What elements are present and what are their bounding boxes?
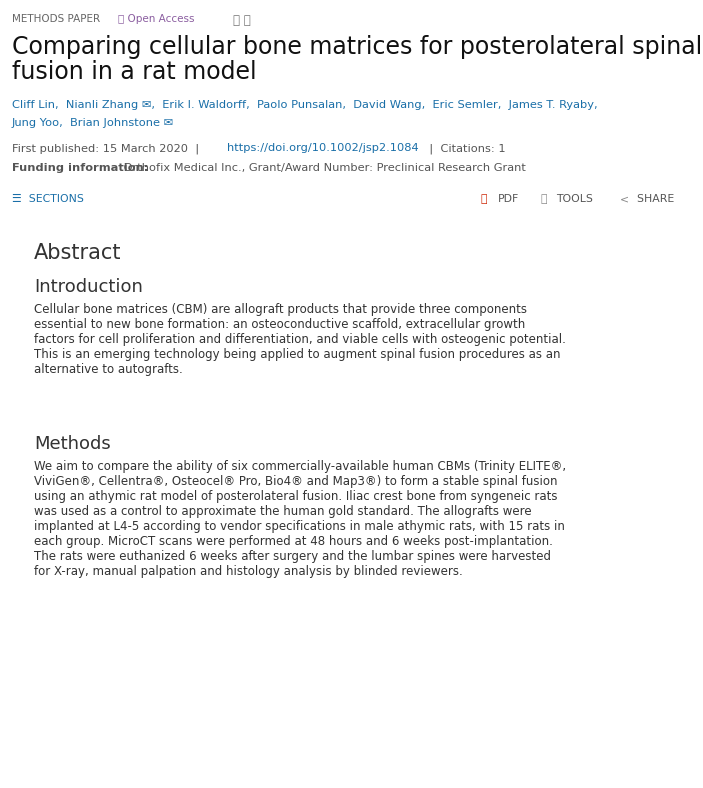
Text: Cellular bone matrices (CBM) are allograft products that provide three component: Cellular bone matrices (CBM) are allogra… [34, 303, 566, 376]
Text: We aim to compare the ability of six commercially-available human CBMs (Trinity : We aim to compare the ability of six com… [34, 460, 566, 578]
Text: Orthofix Medical Inc., Grant/Award Number: Preclinical Research Grant: Orthofix Medical Inc., Grant/Award Numbe… [120, 163, 526, 173]
Text: fusion in a rat model: fusion in a rat model [12, 60, 257, 84]
Text: Comparing cellular bone matrices for posterolateral spinal: Comparing cellular bone matrices for pos… [12, 35, 702, 59]
Text: TOOLS: TOOLS [556, 194, 593, 204]
Text: Abstract: Abstract [34, 243, 122, 263]
Text: Introduction: Introduction [34, 278, 143, 296]
Text: |  Citations: 1: | Citations: 1 [422, 143, 505, 154]
Text: ☰  SECTIONS: ☰ SECTIONS [12, 194, 84, 204]
Text: METHODS PAPER: METHODS PAPER [12, 14, 100, 24]
Text: Methods: Methods [34, 435, 111, 453]
Text: Cliff Lin,  Nianli Zhang ✉,  Erik I. Waldorff,  Paolo Punsalan,  David Wang,  Er: Cliff Lin, Nianli Zhang ✉, Erik I. Waldo… [12, 100, 598, 110]
Text: Ⓢ ⓘ: Ⓢ ⓘ [233, 14, 251, 27]
Text: SHARE: SHARE [630, 194, 674, 204]
Text: https://doi.org/10.1002/jsp2.1084: https://doi.org/10.1002/jsp2.1084 [227, 143, 418, 153]
Text: Jung Yoo,  Brian Johnstone ✉: Jung Yoo, Brian Johnstone ✉ [12, 118, 174, 128]
Text: 📄: 📄 [480, 194, 486, 204]
Text: PDF: PDF [498, 194, 520, 204]
Text: 🔧: 🔧 [540, 194, 546, 204]
Text: 🔒 Open Access: 🔒 Open Access [118, 14, 195, 24]
Text: First published: 15 March 2020  |: First published: 15 March 2020 | [12, 143, 207, 154]
Text: Funding information:: Funding information: [12, 163, 148, 173]
Text: <: < [620, 194, 629, 204]
